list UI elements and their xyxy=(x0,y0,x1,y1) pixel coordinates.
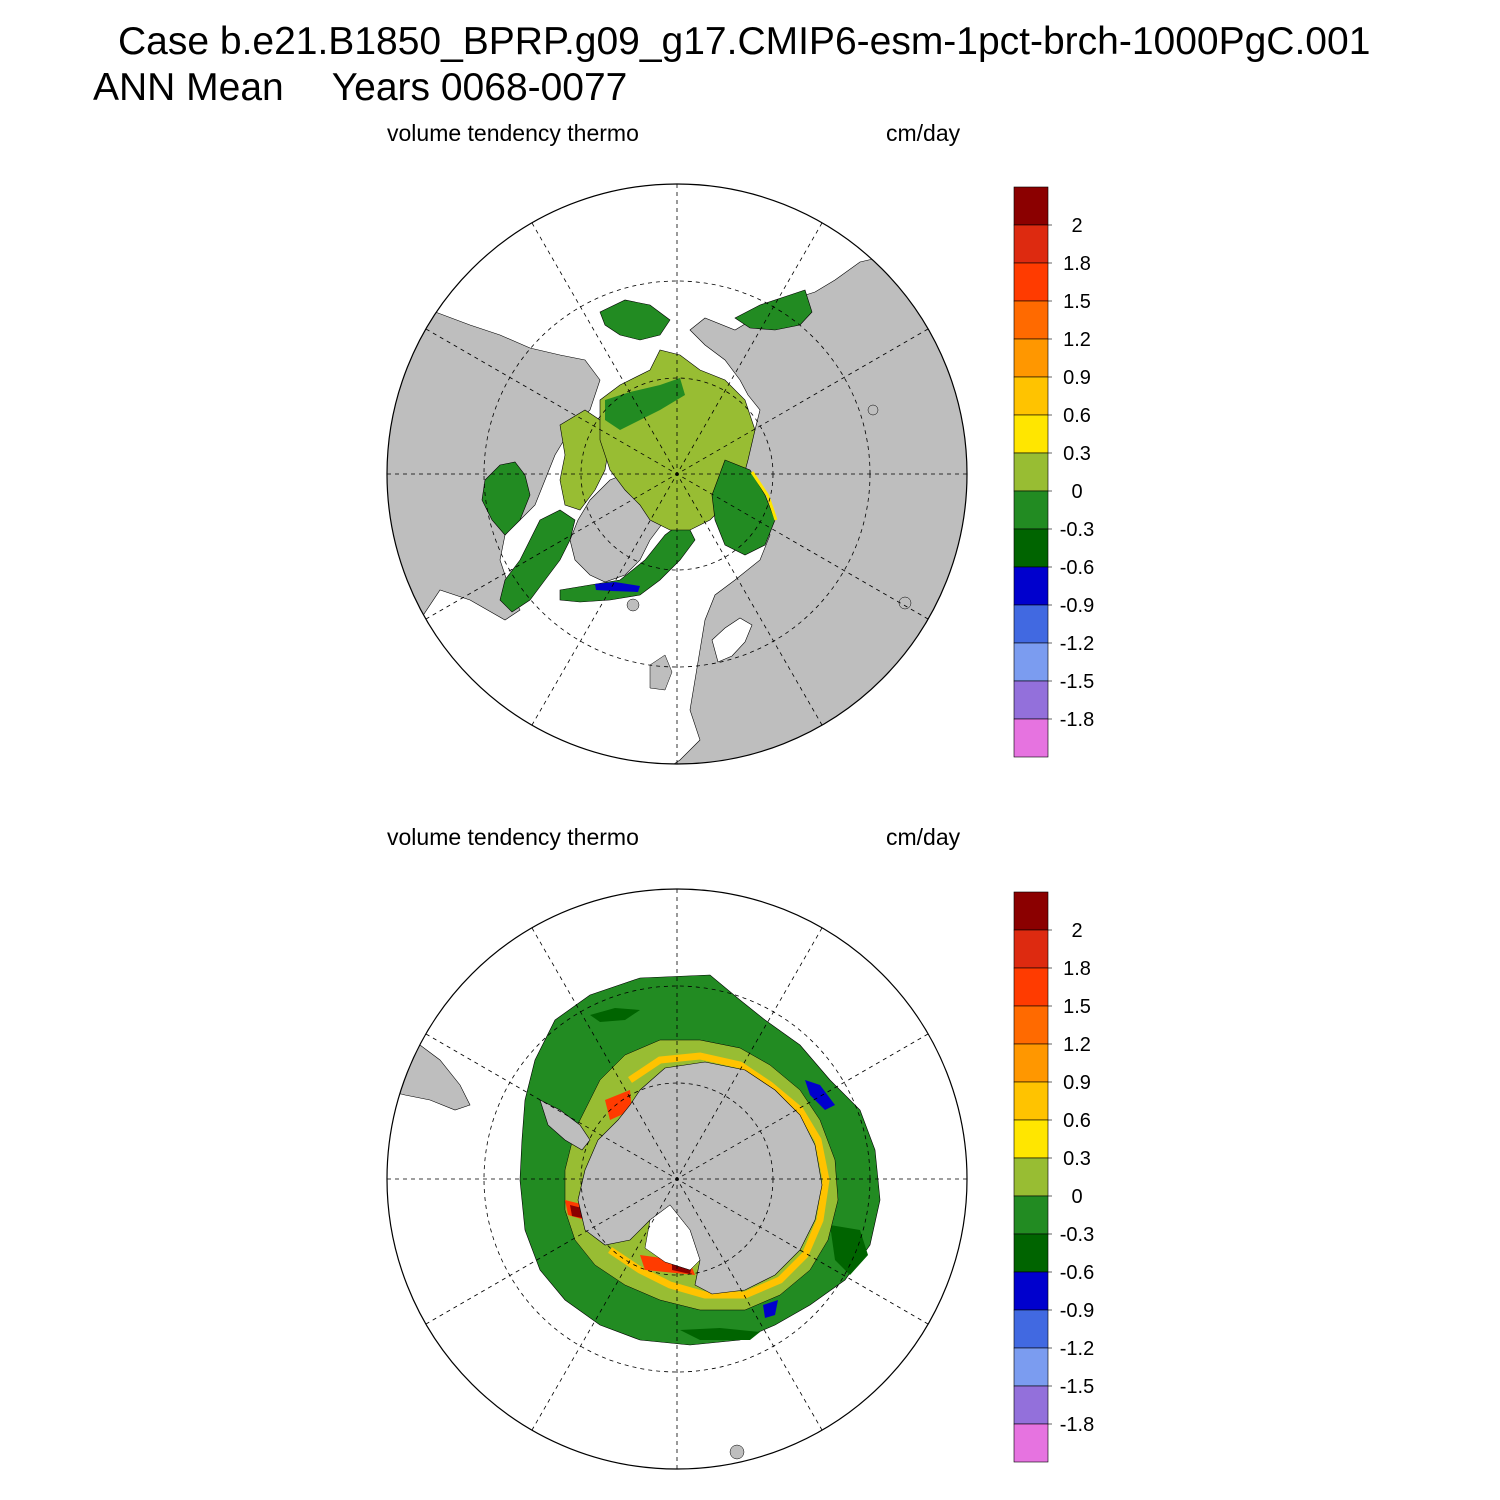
south-colorbar-swatch xyxy=(1013,1385,1049,1425)
south-colorbar-swatch xyxy=(1013,1233,1049,1273)
north-colorbar: 2 1.8 1.5 1.2 0.9 0.6 0.3 0 -0.3 -0.6 -0.9 -1.2 -1.5… xyxy=(1013,186,1094,758)
south-colorbar-label: -1.8 xyxy=(1060,1414,1094,1436)
north-colorbar-label: -1.5 xyxy=(1060,671,1094,693)
south-colorbar-label: -0.3 xyxy=(1060,1224,1094,1246)
south-dark-red-patches xyxy=(570,1205,692,1274)
north-colorbar-swatch xyxy=(1013,604,1049,644)
north-colorbar-swatch xyxy=(1013,376,1049,416)
south-colorbar-label: 2 xyxy=(1071,920,1082,942)
period-label: ANN Mean xyxy=(93,66,284,109)
south-colorbar-swatch xyxy=(1013,1347,1049,1387)
south-colorbar: 2 1.8 1.5 1.2 0.9 0.6 0.3 0 -0.3 -0.6 -0.9 -1.2 -1.5… xyxy=(1013,891,1094,1463)
south-colorbar-swatch xyxy=(1013,929,1049,969)
north-colorbar-label: 0 xyxy=(1071,481,1082,503)
north-colorbar-swatch xyxy=(1013,490,1049,530)
north-colorbar-label: -1.8 xyxy=(1060,709,1094,731)
north-baltic-sea xyxy=(711,617,753,663)
north-colorbar-label: -0.3 xyxy=(1060,519,1094,541)
north-colorbar-swatch xyxy=(1013,300,1049,340)
north-colorbar-label: 1.8 xyxy=(1063,253,1091,275)
north-island-iceland xyxy=(626,598,640,612)
north-colorbar-swatch xyxy=(1013,528,1049,568)
south-island xyxy=(729,1444,745,1460)
north-east-siberian-ice xyxy=(599,299,671,341)
north-barents-yellow-edge xyxy=(750,471,778,521)
north-colorbar-swatch xyxy=(1013,414,1049,454)
north-archipelago-ice xyxy=(559,409,611,511)
north-colorbar-swatch xyxy=(1013,642,1049,682)
north-colorbar-label: -0.6 xyxy=(1060,557,1094,579)
south-colorbar-label: -1.2 xyxy=(1060,1338,1094,1360)
south-colorbar-swatch xyxy=(1013,1309,1049,1349)
figure-title-period: ANN Mean Years 0068-0077 xyxy=(93,68,627,107)
south-colorbar-label: -0.9 xyxy=(1060,1300,1094,1322)
south-colorbar-label: -0.6 xyxy=(1060,1262,1094,1284)
north-colorbar-swatch xyxy=(1013,186,1049,226)
south-units-label: cm/day xyxy=(886,824,961,850)
north-island xyxy=(867,404,879,416)
south-colorbar-swatch xyxy=(1013,967,1049,1007)
north-polar-map xyxy=(386,183,968,765)
north-colorbar-swatch xyxy=(1013,680,1049,720)
south-map-border xyxy=(386,888,968,1470)
north-variable-label: volume tendency thermo xyxy=(387,120,639,146)
north-blue-patch xyxy=(595,582,640,592)
south-colorbar-label: -1.5 xyxy=(1060,1376,1094,1398)
south-coastal-rim xyxy=(608,1052,830,1299)
south-colorbar-swatch xyxy=(1013,1119,1049,1159)
south-colorbar-swatch xyxy=(1013,1043,1049,1083)
years-label: Years 0068-0077 xyxy=(331,66,628,109)
north-colorbar-label: 0.9 xyxy=(1063,367,1091,389)
south-colorbar-swatch xyxy=(1013,1081,1049,1121)
north-colorbar-label: 2 xyxy=(1071,215,1082,237)
north-colorbar-swatch xyxy=(1013,262,1049,302)
south-colorbar-swatch xyxy=(1013,1195,1049,1235)
south-colorbar-label: 0.3 xyxy=(1063,1148,1091,1170)
south-colorbar-swatch xyxy=(1013,1005,1049,1045)
north-island xyxy=(898,596,912,610)
south-colorbar-label: 0.6 xyxy=(1063,1110,1091,1132)
south-variable-label: volume tendency thermo xyxy=(387,824,639,850)
south-polar-map xyxy=(386,888,968,1470)
north-colorbar-swatch xyxy=(1013,338,1049,378)
south-blue-patches xyxy=(763,1080,835,1318)
north-island-britain xyxy=(649,654,673,691)
north-colorbar-label: -1.2 xyxy=(1060,633,1094,655)
figure-title-case: Case b.e21.B1850_BPRP.g09_g17.CMIP6-esm-… xyxy=(118,20,1371,63)
north-land-north-america xyxy=(387,299,601,641)
north-colorbar-swatch xyxy=(1013,718,1049,758)
north-graticule xyxy=(387,184,967,764)
south-graticule xyxy=(387,889,967,1469)
north-colorbar-swatch xyxy=(1013,566,1049,606)
south-colorbar-swatch xyxy=(1013,1271,1049,1311)
south-colorbar-label: 0.9 xyxy=(1063,1072,1091,1094)
south-antarctic-peninsula xyxy=(539,1099,591,1151)
north-arctic-darker-ice xyxy=(605,378,685,430)
north-colorbar-label: 0.3 xyxy=(1063,443,1091,465)
north-map-border xyxy=(386,183,968,765)
south-ross-ice-shelf xyxy=(644,1204,701,1271)
north-colorbar-swatch xyxy=(1013,224,1049,264)
south-colorbar-label: 0 xyxy=(1071,1186,1082,1208)
north-colorbar-label: -0.9 xyxy=(1060,595,1094,617)
south-colorbar-swatch xyxy=(1013,1157,1049,1197)
south-colorbar-swatch xyxy=(1013,1423,1049,1463)
south-colorbar-swatch xyxy=(1013,891,1049,931)
north-greenland-sea-ice xyxy=(559,519,696,603)
north-units-label: cm/day xyxy=(886,120,961,146)
north-colorbar-label: 1.5 xyxy=(1063,291,1091,313)
north-colorbar-label: 1.2 xyxy=(1063,329,1091,351)
south-land-antarctica xyxy=(577,1061,823,1295)
south-colorbar-label: 1.2 xyxy=(1063,1034,1091,1056)
north-colorbar-swatch xyxy=(1013,452,1049,492)
north-labrador-sea-ice xyxy=(499,509,576,613)
north-colorbar-label: 0.6 xyxy=(1063,405,1091,427)
south-colorbar-label: 1.8 xyxy=(1063,958,1091,980)
south-colorbar-label: 1.5 xyxy=(1063,996,1091,1018)
